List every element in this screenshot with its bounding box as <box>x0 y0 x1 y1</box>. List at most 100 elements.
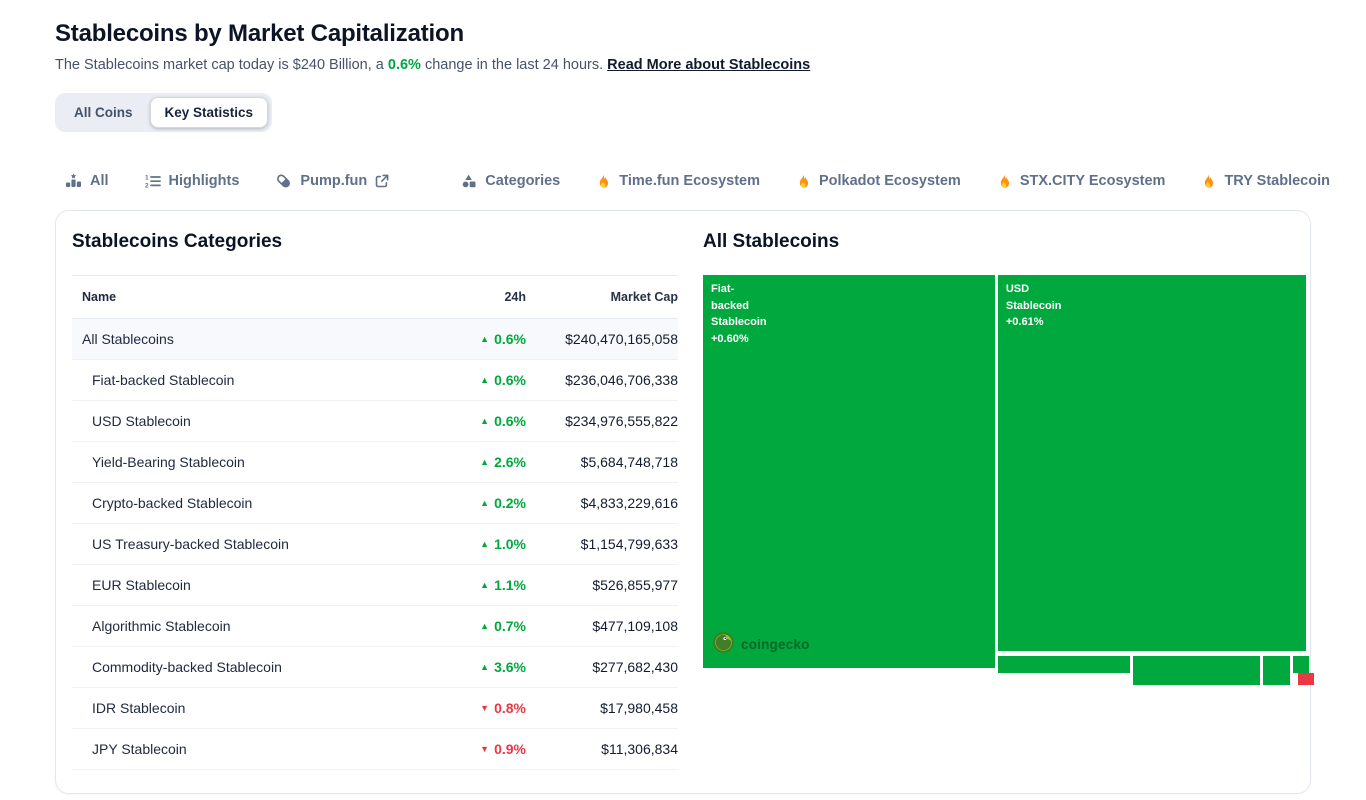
row-market-cap: $277,682,430 <box>592 659 678 675</box>
treemap-cell-sliver-cell-2[interactable] <box>1263 673 1291 686</box>
change-arrow-icon: ▲ <box>480 579 490 590</box>
nav-item-try-stablecoin[interactable]: TRY Stablecoin <box>1201 173 1330 189</box>
treemap-cell-small-cell-2[interactable] <box>1132 655 1261 673</box>
main-card: Stablecoins Categories Name 24h Market C… <box>55 210 1314 794</box>
coingecko-logo-icon <box>713 631 734 659</box>
nav-item-label: STX.CITY Ecosystem <box>1019 173 1166 189</box>
row-market-cap: $1,154,799,633 <box>580 536 678 552</box>
table-row[interactable]: EUR Stablecoin ▲ 1.1% $526,855,977 <box>72 565 678 606</box>
fire-icon <box>1201 173 1216 189</box>
treemap-cell-small-cell-3[interactable] <box>1263 655 1291 673</box>
nav-item-all[interactable]: All <box>65 173 109 189</box>
change-value: 0.6% <box>494 372 526 388</box>
table-row[interactable]: Crypto-backed Stablecoin ▲ 0.2% $4,833,2… <box>72 483 678 524</box>
row-change: ▲ 0.6% <box>426 372 526 388</box>
row-change: ▼ 0.9% <box>426 741 526 757</box>
table-row[interactable]: JPY Stablecoin ▼ 0.9% $11,306,834 <box>72 729 678 770</box>
row-name: All Stablecoins <box>82 331 174 347</box>
change-arrow-icon: ▲ <box>480 538 490 549</box>
row-market-cap: $240,470,165,058 <box>565 331 678 347</box>
subtitle-text-2: change in the last 24 hours. <box>420 57 608 73</box>
nav-item-time-fun-ecosystem[interactable]: Time.fun Ecosystem <box>596 173 760 189</box>
row-change: ▲ 0.6% <box>426 331 526 347</box>
row-name: JPY Stablecoin <box>92 741 187 757</box>
change-arrow-icon: ▲ <box>480 333 490 344</box>
stablecoins-categories-panel: Stablecoins Categories Name 24h Market C… <box>72 231 678 770</box>
subtitle-text: The Stablecoins market cap today is $240… <box>55 57 388 73</box>
nav-item-pump-fun[interactable]: Pump.fun <box>275 173 389 189</box>
table-row[interactable]: Fiat-backed Stablecoin ▲ 0.6% $236,046,7… <box>72 360 678 401</box>
change-value: 1.1% <box>494 577 526 593</box>
row-name: Fiat-backed Stablecoin <box>92 372 235 388</box>
table-body: All Stablecoins ▲ 0.6% $240,470,165,058 … <box>72 319 678 770</box>
change-arrow-icon: ▲ <box>480 661 490 672</box>
row-name: US Treasury-backed Stablecoin <box>92 536 289 552</box>
table-row[interactable]: USD Stablecoin ▲ 0.6% $234,976,555,822 <box>72 401 678 442</box>
page-subtitle: The Stablecoins market cap today is $240… <box>55 57 1311 73</box>
table-row[interactable]: All Stablecoins ▲ 0.6% $240,470,165,058 <box>72 319 678 360</box>
page: Stablecoins by Market Capitalization The… <box>0 0 1366 192</box>
column-header-market-cap[interactable]: Market Cap <box>610 290 678 304</box>
nav-item-label: Highlights <box>168 173 240 189</box>
change-value: 0.8% <box>494 700 526 716</box>
chart-bars-star-icon <box>65 173 82 189</box>
column-header-name[interactable]: Name <box>82 290 117 304</box>
row-change: ▼ 0.8% <box>426 700 526 716</box>
svg-text:1: 1 <box>145 174 149 181</box>
pill-icon <box>275 173 292 189</box>
table-header-row: Name 24h Market Cap <box>72 275 678 319</box>
change-value: 1.0% <box>494 536 526 552</box>
treemap-cell-small-cell-1[interactable] <box>997 655 1130 673</box>
table-row[interactable]: Commodity-backed Stablecoin ▲ 3.6% $277,… <box>72 647 678 688</box>
change-arrow-icon: ▲ <box>480 620 490 631</box>
fire-icon <box>796 173 811 189</box>
nav-item-label: Polkadot Ecosystem <box>819 173 961 189</box>
view-toggle: All Coins Key Statistics <box>55 93 273 132</box>
row-name: Algorithmic Stablecoin <box>92 618 231 634</box>
coingecko-watermark: coingecko <box>713 631 810 659</box>
change-arrow-icon: ▲ <box>480 374 490 385</box>
row-market-cap: $526,855,977 <box>592 577 678 593</box>
table-row[interactable]: Algorithmic Stablecoin ▲ 0.7% $477,109,1… <box>72 606 678 647</box>
change-arrow-icon: ▲ <box>480 415 490 426</box>
treemap: Fiat- backed Stablecoin +0.60% coingecko… <box>703 275 1314 686</box>
row-name: Commodity-backed Stablecoin <box>92 659 282 675</box>
treemap-heading: All Stablecoins <box>703 231 840 252</box>
row-name: USD Stablecoin <box>92 413 191 429</box>
treemap-cell-sliver-cell-1[interactable] <box>1132 673 1261 686</box>
row-name: Yield-Bearing Stablecoin <box>92 454 245 470</box>
row-name: IDR Stablecoin <box>92 700 186 716</box>
row-market-cap: $236,046,706,338 <box>565 372 678 388</box>
table-row[interactable]: Yield-Bearing Stablecoin ▲ 2.6% $5,684,7… <box>72 442 678 483</box>
table-row[interactable]: IDR Stablecoin ▼ 0.8% $17,980,458 <box>72 688 678 729</box>
row-change: ▲ 0.6% <box>426 413 526 429</box>
nav-item-label: Categories <box>485 173 561 189</box>
table-row[interactable]: US Treasury-backed Stablecoin ▲ 1.0% $1,… <box>72 524 678 565</box>
change-arrow-icon: ▲ <box>480 497 490 508</box>
nav-item-stx-city-ecosystem[interactable]: STX.CITY Ecosystem <box>997 173 1166 189</box>
row-change: ▲ 2.6% <box>426 454 526 470</box>
treemap-cell-sliver-cell-red[interactable] <box>1297 673 1314 686</box>
nav-item-categories[interactable]: Categories <box>461 173 560 189</box>
row-market-cap: $5,684,748,718 <box>580 454 678 470</box>
tab-key-statistics[interactable]: Key Statistics <box>149 97 269 128</box>
row-change: ▲ 0.2% <box>426 495 526 511</box>
nav-item-label: TRY Stablecoin <box>1224 173 1330 189</box>
treemap-cell-small-cell-4[interactable] <box>1293 655 1310 673</box>
row-change: ▲ 0.7% <box>426 618 526 634</box>
nav-item-polkadot-ecosystem[interactable]: Polkadot Ecosystem <box>796 173 961 189</box>
nav-item-highlights[interactable]: 1 2 Highlights <box>145 173 240 189</box>
all-stablecoins-panel: All Stablecoins Fiat- backed Stablecoin … <box>678 231 1314 770</box>
fire-icon <box>596 173 611 189</box>
tab-all-coins[interactable]: All Coins <box>74 105 133 120</box>
treemap-cell-fiat-backed-stablecoin[interactable]: Fiat- backed Stablecoin +0.60% coingecko <box>703 275 995 669</box>
treemap-cell-usd-stablecoin[interactable]: USD Stablecoin +0.61% <box>997 275 1306 651</box>
row-market-cap: $477,109,108 <box>592 618 678 634</box>
column-header-24h[interactable]: 24h <box>504 290 526 304</box>
row-name: Crypto-backed Stablecoin <box>92 495 253 511</box>
nav-item-label: Pump.fun <box>300 173 368 189</box>
change-value: 0.6% <box>494 331 526 347</box>
row-market-cap: $11,306,834 <box>601 741 678 757</box>
read-more-link[interactable]: Read More about Stablecoins <box>607 57 811 73</box>
